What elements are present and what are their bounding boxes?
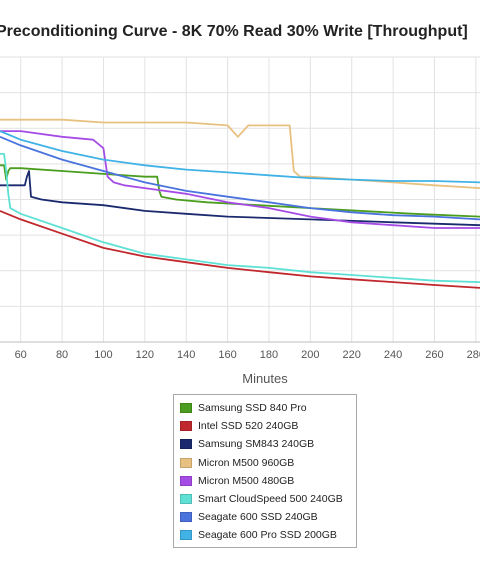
legend: Samsung SSD 840 Pro Intel SSD 520 240GB Sa… — [173, 394, 357, 548]
series-line-seagate-600-pro-ssd-200gb — [0, 130, 480, 184]
legend-label: Samsung SSD 840 Pro — [198, 402, 307, 415]
legend-item: Smart CloudSpeed 500 240GB — [180, 490, 356, 508]
x-tick-label: 200 — [301, 349, 319, 361]
legend-swatch — [180, 457, 192, 468]
x-axis-label: Minutes — [242, 371, 288, 386]
legend-item: Seagate 600 Pro SSD 200GB — [180, 526, 356, 544]
x-tick-label: 80 — [56, 349, 68, 361]
series-line-intel-ssd-520-240gb — [0, 210, 480, 289]
x-tick-label: 120 — [136, 349, 154, 361]
legend-swatch — [180, 494, 192, 505]
series-line-smart-cloudspeed-500-240gb — [0, 152, 480, 283]
series-layer — [0, 118, 480, 289]
legend-swatch — [180, 475, 192, 486]
legend-item: Seagate 600 SSD 240GB — [180, 508, 356, 526]
legend-label: Intel SSD 520 240GB — [198, 420, 299, 433]
legend-label: Seagate 600 SSD 240GB — [198, 511, 318, 524]
legend-swatch — [180, 530, 192, 541]
x-tick-label: 100 — [94, 349, 112, 361]
legend-item: Micron M500 960GB — [180, 454, 356, 472]
series-line-micron-m500-480gb — [0, 130, 480, 229]
legend-swatch — [180, 421, 192, 432]
x-tick-label: 240 — [384, 349, 402, 361]
legend-item: Intel SSD 520 240GB — [180, 417, 356, 435]
legend-item: Samsung SM843 240GB — [180, 435, 356, 453]
legend-swatch — [180, 512, 192, 523]
grid — [0, 56, 480, 343]
x-tick-label: 160 — [218, 349, 236, 361]
series-line-seagate-600-ssd-240gb — [0, 135, 480, 221]
legend-swatch — [180, 439, 192, 450]
x-tick-label: 140 — [177, 349, 195, 361]
legend-label: Seagate 600 Pro SSD 200GB — [198, 529, 337, 542]
chart-title: Preconditioning Curve - 8K 70% Read 30% … — [0, 23, 468, 40]
legend-label: Smart CloudSpeed 500 240GB — [198, 493, 343, 506]
legend-label: Micron M500 480GB — [198, 474, 295, 487]
legend-item: Samsung SSD 840 Pro — [180, 399, 356, 417]
legend-swatch — [180, 403, 192, 414]
series-line-samsung-sm843-240gb — [0, 170, 480, 227]
legend-label: Samsung SM843 240GB — [198, 438, 315, 451]
x-tick-label: 180 — [260, 349, 278, 361]
x-tick-label: 220 — [343, 349, 361, 361]
x-tick-label: 280 — [467, 349, 480, 361]
x-tick-label: 60 — [15, 349, 27, 361]
x-tick-labels: 60 80 100 120 140 160 180 200 220 240 260 280 — [15, 349, 480, 361]
x-tick-label: 260 — [425, 349, 443, 361]
legend-item: Micron M500 480GB — [180, 472, 356, 490]
legend-label: Micron M500 960GB — [198, 456, 295, 469]
